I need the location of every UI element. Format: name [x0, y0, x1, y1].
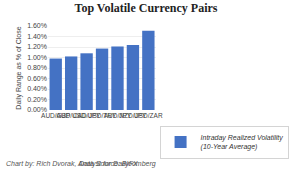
svg-text:CAD/JPY: CAD/JPY	[73, 112, 101, 119]
svg-text:AUD/USD: AUD/USD	[57, 112, 87, 119]
svg-text:Data Source: Bloomberg: Data Source: Bloomberg	[79, 160, 156, 168]
svg-text:1.20%: 1.20%	[27, 43, 47, 50]
svg-text:AUD/JPY: AUD/JPY	[104, 112, 132, 119]
svg-text:0.40%: 0.40%	[27, 85, 47, 92]
svg-text:1.60%: 1.60%	[27, 22, 47, 29]
svg-text:AUD/GBP: AUD/GBP	[41, 112, 70, 119]
svg-text:1.00%: 1.00%	[27, 54, 47, 61]
svg-text:USD/ZAR: USD/ZAR	[134, 112, 163, 119]
svg-text:USD/TRY: USD/TRY	[88, 112, 117, 119]
svg-text:NZD/JPY: NZD/JPY	[119, 112, 147, 119]
svg-text:Chart by: Rich Dvorak, Analyst: Chart by: Rich Dvorak, Analyst for Daily…	[6, 160, 138, 168]
svg-text:0.80%: 0.80%	[27, 64, 47, 71]
svg-text:Top Volatile Currency Pairs: Top Volatile Currency Pairs	[74, 1, 217, 15]
svg-text:Intraday Realized Volatility(1: Intraday Realized Volatility(10-Year Ave…	[201, 134, 284, 151]
svg-text:0.20%: 0.20%	[27, 96, 47, 103]
svg-text:1.40%: 1.40%	[27, 33, 47, 40]
svg-text:0.00%: 0.00%	[27, 106, 47, 113]
svg-text:Daily Range as % of Close: Daily Range as % of Close	[15, 26, 23, 109]
svg-text:0.60%: 0.60%	[27, 75, 47, 82]
